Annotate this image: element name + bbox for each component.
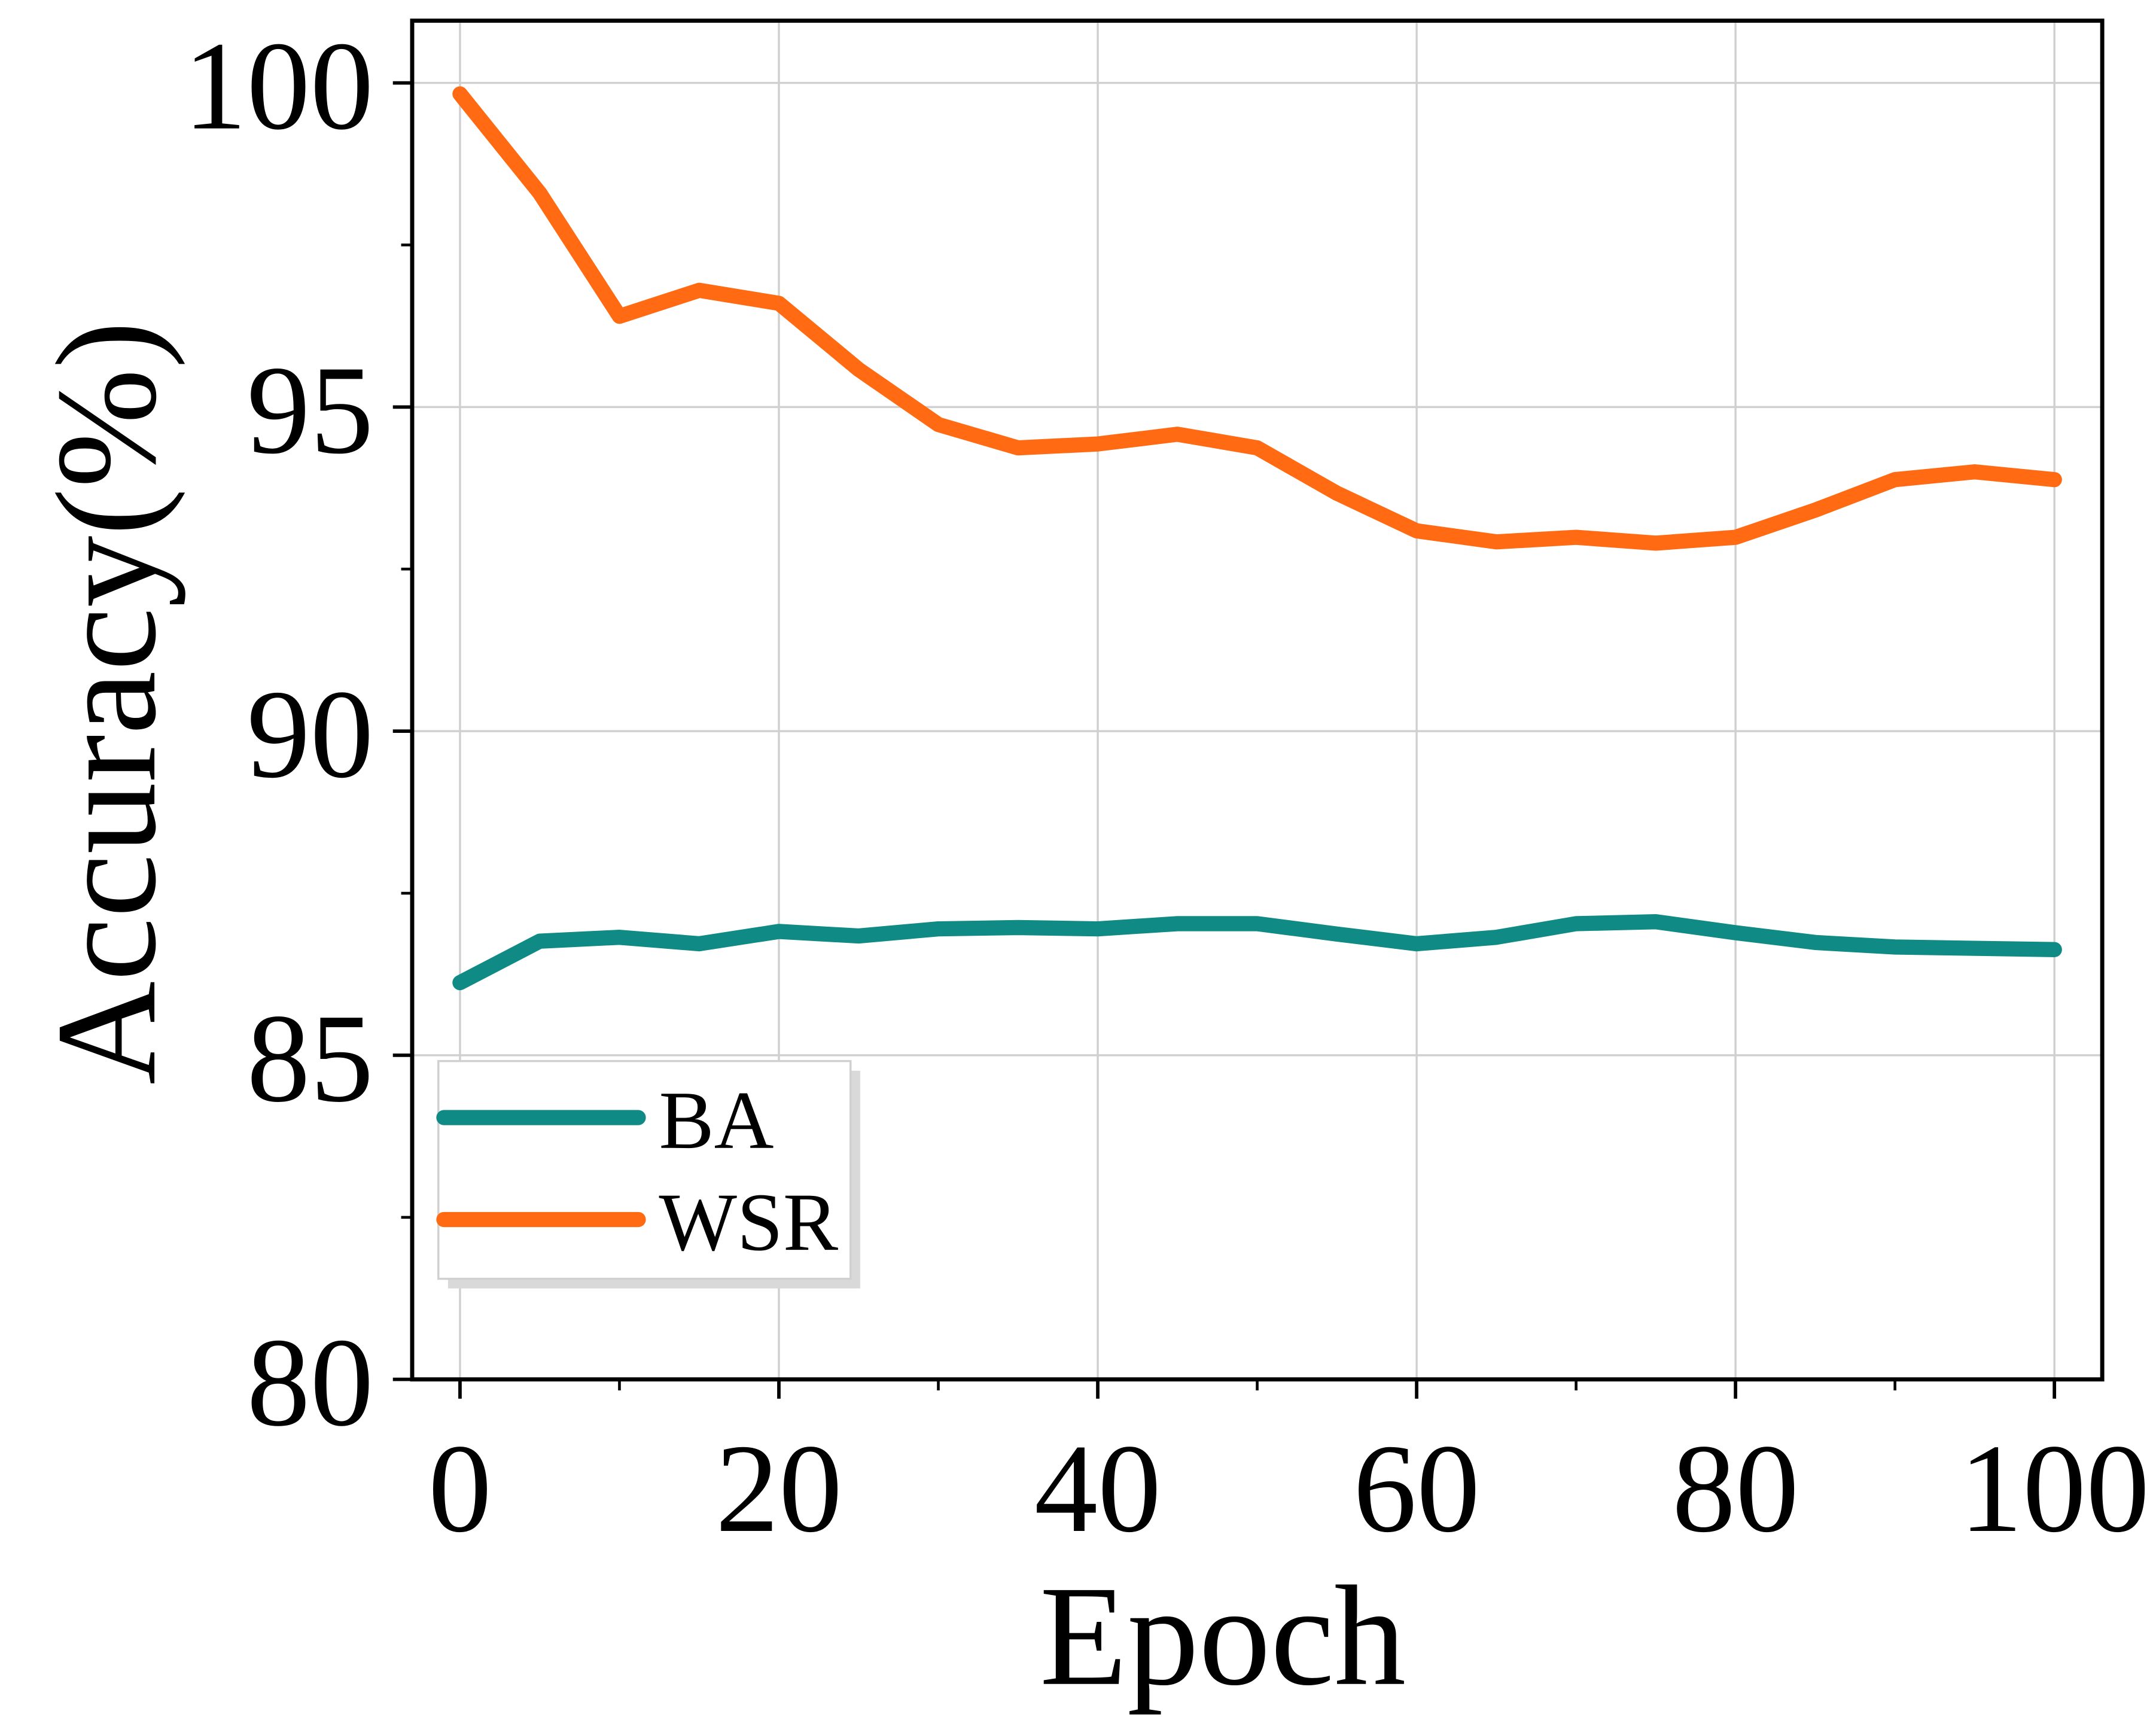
x-axis-label: Epoch (1040, 1556, 1406, 1715)
x-tick-label: 80 (1672, 1418, 1799, 1558)
y-tick-label: 100 (184, 16, 374, 156)
legend-label: BA (659, 1074, 774, 1166)
legend-box (437, 1060, 852, 1280)
x-tick-label: 20 (715, 1418, 842, 1558)
y-tick-label: 95 (246, 339, 373, 480)
series-line (452, 914, 2062, 991)
y-tick-label: 80 (246, 1312, 373, 1453)
x-tick-label: 100 (1959, 1418, 2149, 1558)
x-tick-label: 40 (1034, 1418, 1161, 1558)
legend-label: WSR (659, 1176, 838, 1268)
series-line (452, 86, 2062, 551)
y-tick-label: 85 (246, 988, 373, 1128)
y-axis-label: Accuracy(%) (26, 321, 185, 1085)
x-tick-label: 60 (1353, 1418, 1480, 1558)
plot-frame (410, 19, 2105, 1382)
y-tick-label: 90 (246, 663, 373, 804)
x-tick-label: 0 (428, 1418, 492, 1558)
